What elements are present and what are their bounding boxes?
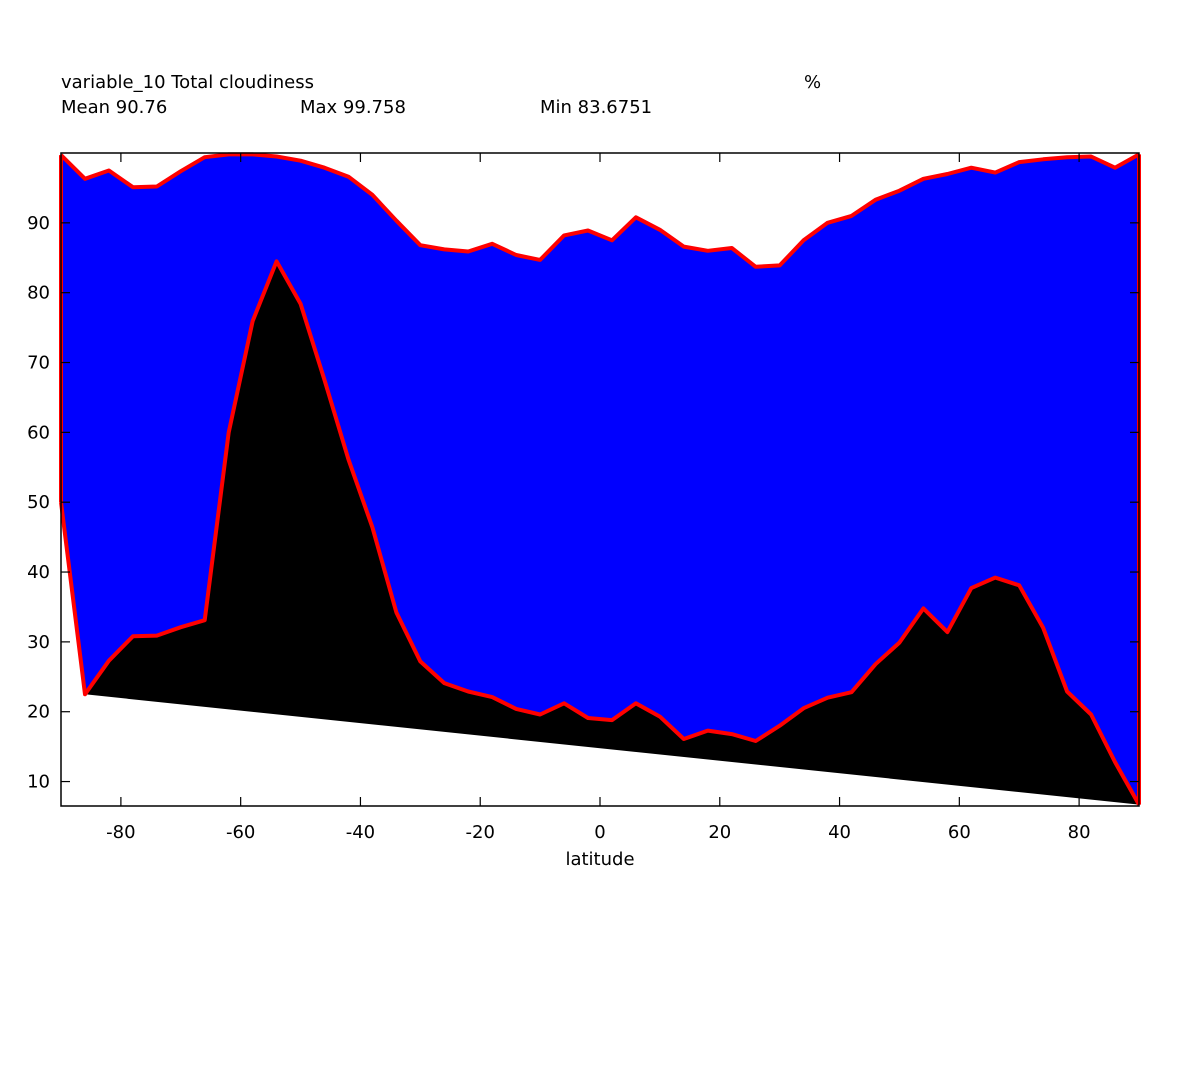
x-axis-label: latitude [565,849,634,870]
chart-title: variable_10 Total cloudiness [61,72,314,93]
y-tick-label: 20 [27,702,50,723]
x-tick-label: -20 [466,822,495,843]
cloud-band-fill [61,154,1139,805]
x-tick-label: 0 [594,822,605,843]
dark-fill-region [61,261,1139,805]
min-stat: Min 83.6751 [540,97,653,118]
lower-series-line [59,259,1141,806]
x-tick-label: 40 [828,822,851,843]
max-stat: Max 99.758 [300,97,406,118]
axis-ticks: -80 -60 -40 -20 0 20 40 60 80 10 20 30 40 50 60 70 80 90 [27,153,1139,843]
x-tick-label: 60 [948,822,971,843]
x-tick-label: 20 [708,822,731,843]
x-tick-label: -80 [106,822,135,843]
units-label: % [804,72,822,93]
y-tick-label: 90 [27,213,50,234]
mean-stat: Mean 90.76 [61,97,168,118]
y-tick-label: 30 [27,632,50,653]
plot-frame [60,152,1140,807]
x-tick-label: 80 [1068,822,1091,843]
y-tick-label: 50 [27,492,50,513]
y-tick-label: 40 [27,562,50,583]
x-tick-label: -40 [346,822,375,843]
y-tick-label: 10 [27,772,50,793]
x-tick-label: -60 [226,822,255,843]
y-tick-label: 70 [27,353,50,374]
y-tick-label: 60 [27,422,50,443]
y-tick-label: 80 [27,283,50,304]
plot-area [59,152,1141,806]
